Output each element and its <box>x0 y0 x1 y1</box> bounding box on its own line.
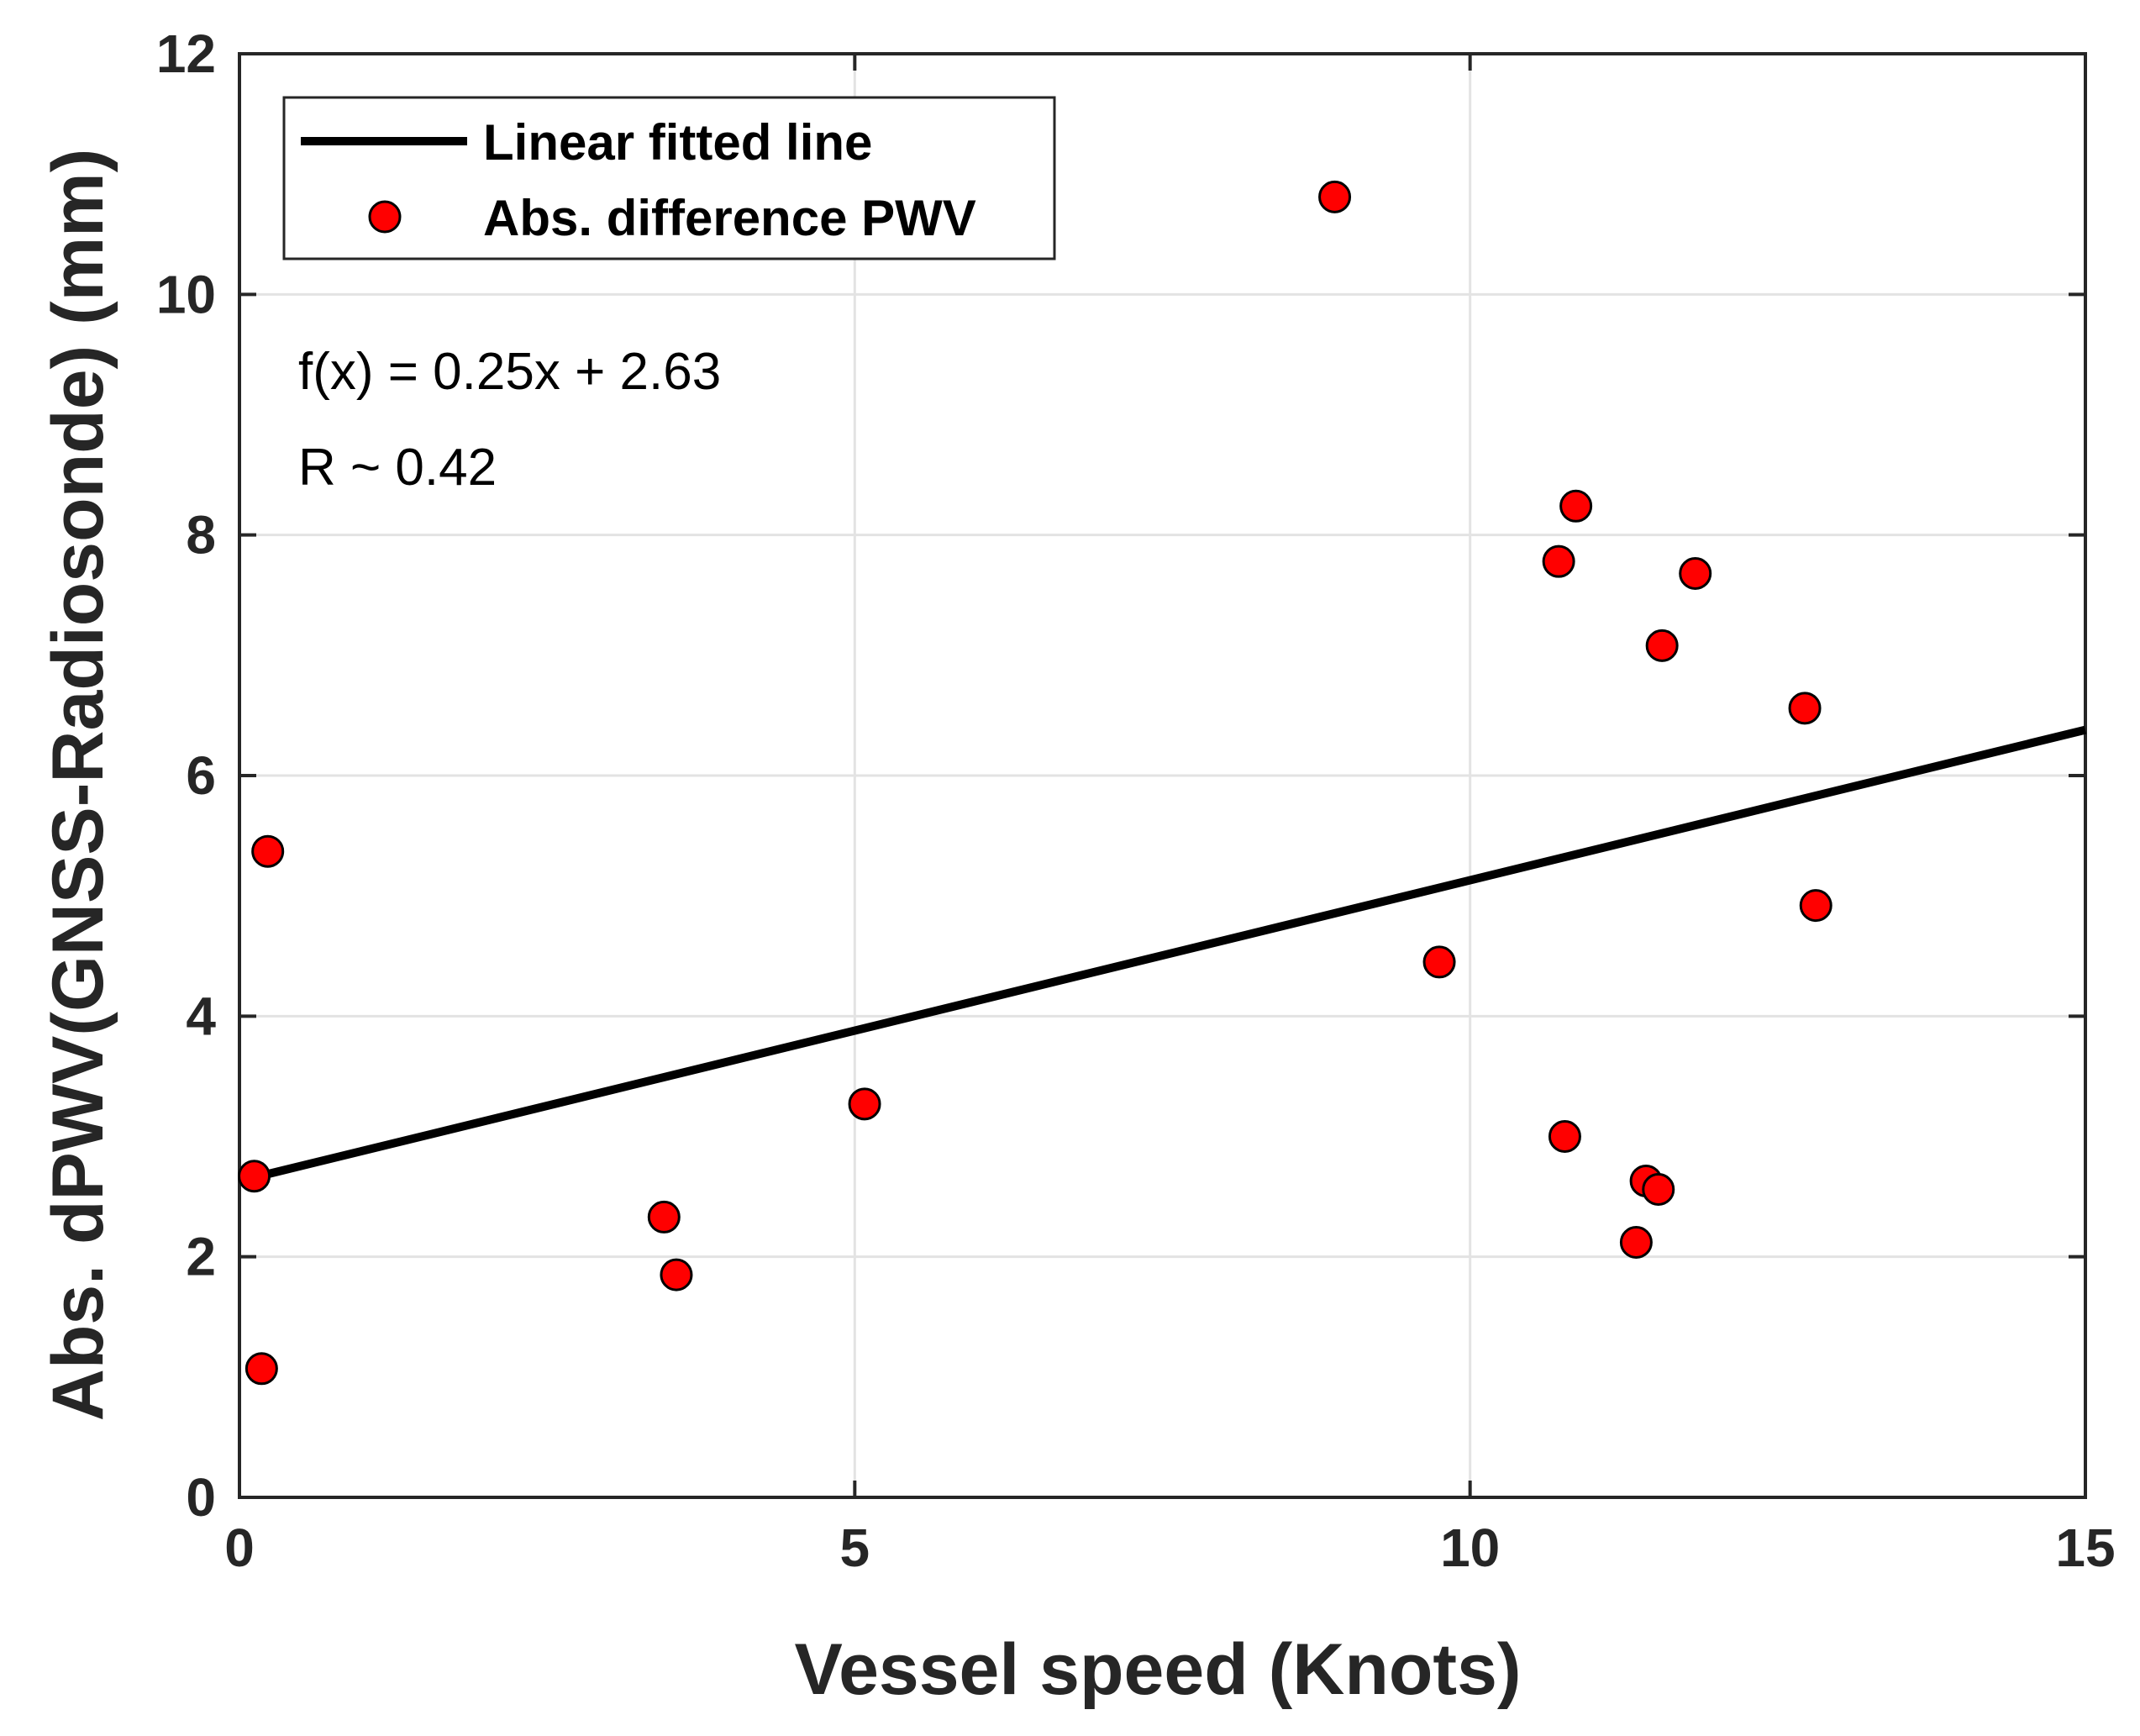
data-point-4 <box>660 1258 693 1291</box>
y-tick-label-3: 6 <box>186 745 216 806</box>
y-tick-label-0: 0 <box>186 1467 216 1528</box>
data-point-0 <box>238 1160 271 1193</box>
tick-labels: 0 5 10 15 0 2 4 6 8 10 12 <box>156 24 2116 1578</box>
data-point-3 <box>647 1200 681 1234</box>
fit-line-layer <box>250 725 2087 1182</box>
data-point-17 <box>1799 889 1832 923</box>
correlation-annotation: R ~ 0.42 <box>298 439 497 497</box>
data-point-7 <box>1422 945 1456 979</box>
y-tick-label-5: 10 <box>156 264 216 324</box>
legend-label-abs-difference: Abs. difference PWV <box>483 190 976 246</box>
data-point-16 <box>1788 692 1822 725</box>
linear-fit-line <box>250 725 2087 1182</box>
x-tick-label-1: 5 <box>840 1518 870 1578</box>
legend-marker-swatch <box>368 200 402 234</box>
axes <box>238 52 2087 1499</box>
data-point-5 <box>848 1087 881 1121</box>
data-point-6 <box>1318 180 1352 213</box>
x-tick-label-0: 0 <box>224 1518 255 1578</box>
data-point-8 <box>1542 544 1575 578</box>
data-point-13 <box>1642 1172 1675 1206</box>
legend-label-fit-line: Linear fitted line <box>483 114 872 171</box>
data-point-1 <box>244 1352 278 1386</box>
y-tick-label-1: 2 <box>186 1227 216 1287</box>
legend-box <box>282 96 1056 260</box>
fit-equation-annotation: f(x) = 0.25x + 2.63 <box>298 343 721 401</box>
x-axis-title: Vessel speed (Knots) <box>794 1629 1521 1710</box>
y-axis-title: Abs. dPWV(GNSS-Radiosonde) (mm) <box>38 149 118 1422</box>
annotation-group: f(x) = 0.25x + 2.63 R ~ 0.42 <box>298 343 721 497</box>
y-tick-label-2: 4 <box>186 986 216 1046</box>
x-tick-label-2: 10 <box>1440 1518 1500 1578</box>
data-points <box>238 180 1832 1386</box>
x-tick-label-3: 15 <box>2055 1518 2115 1578</box>
data-point-14 <box>1645 629 1679 662</box>
data-point-15 <box>1679 556 1712 590</box>
grid-lines <box>239 54 2085 1497</box>
data-point-10 <box>1559 489 1593 523</box>
legend: Linear fitted line Abs. difference PWV <box>282 96 1056 260</box>
data-point-11 <box>1619 1225 1653 1259</box>
y-tick-label-6: 12 <box>156 24 216 84</box>
data-point-2 <box>251 834 285 868</box>
data-point-9 <box>1548 1120 1581 1153</box>
y-tick-label-4: 8 <box>186 505 216 566</box>
